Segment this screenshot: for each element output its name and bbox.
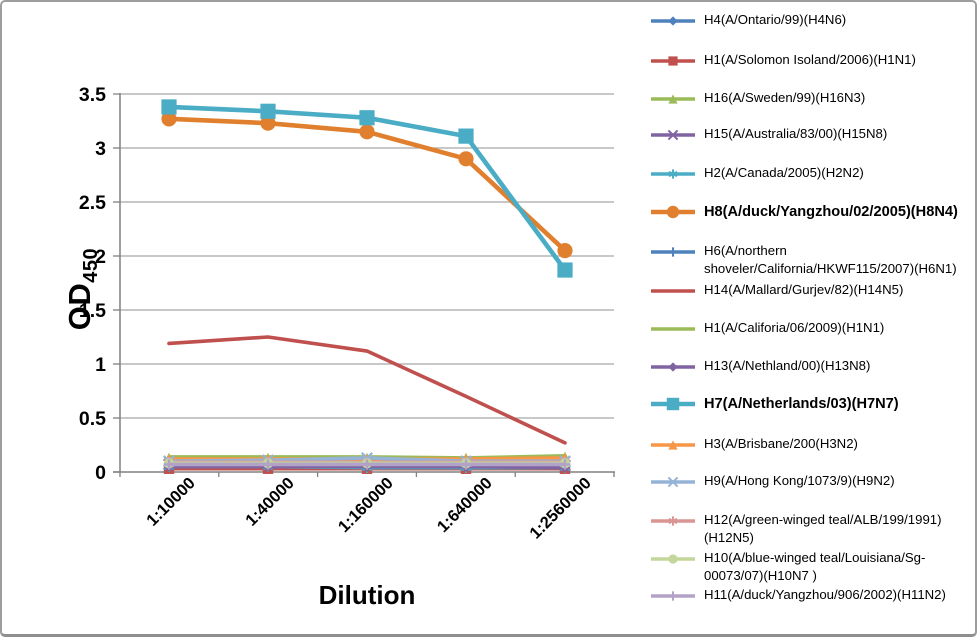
- legend-item-h3: H3(A/Brisbane/200(H3N2): [650, 435, 970, 453]
- legend-key-triangle-icon: [651, 94, 695, 104]
- x-tick-label: 1:2560000: [526, 474, 595, 543]
- legend-key-none-icon: [651, 289, 695, 293]
- legend-label: H12(A/green-winged teal/ALB/199/1991)(H1…: [704, 512, 942, 546]
- legend-item-h4: H4(A/Ontario/99)(H4N6): [650, 11, 970, 29]
- legend-label: H8(A/duck/Yangzhou/02/2005)(H8N4): [704, 204, 958, 220]
- legend-label: H11(A/duck/Yangzhou/906/2002)(H11N2): [704, 587, 946, 602]
- legend-item-h1: H1(A/Califoria/06/2009)(H1N1): [650, 319, 970, 337]
- x-axis-title: Dilution: [318, 580, 416, 610]
- legend-label: H9(A/Hong Kong/1073/9)(H9N2): [704, 473, 895, 488]
- series-H8: [161, 111, 573, 259]
- legend-label: H6(A/northern shoveler/California/HKWF11…: [704, 243, 957, 277]
- series-H14: [167, 335, 567, 445]
- x-tick-label: 1:40000: [242, 474, 298, 530]
- legend-key-square-icon: [651, 397, 695, 411]
- legend-key-circle-icon: [651, 205, 695, 219]
- legend-item-h9: H9(A/Hong Kong/1073/9)(H9N2): [650, 472, 970, 490]
- legend-label: H3(A/Brisbane/200(H3N2): [704, 436, 858, 451]
- legend-label: H7(A/Netherlands/03)(H7N7): [704, 396, 899, 412]
- legend-item-h10: H10(A/blue-winged teal/Louisiana/Sg-0007…: [650, 549, 970, 586]
- legend-label: H10(A/blue-winged teal/Louisiana/Sg-0007…: [704, 550, 926, 584]
- series-H11: [163, 459, 571, 470]
- legend-key-circle-icon: [651, 554, 695, 564]
- series-H7: [161, 99, 573, 278]
- chart-legend: H4(A/Ontario/99)(H4N6) H1(A/Solomon Isola…: [650, 2, 972, 634]
- y-tick-label: 2: [95, 246, 106, 268]
- legend-item-h16: H16(A/Sweden/99)(H16N3): [650, 89, 970, 107]
- y-axis-title: OD450: [62, 247, 103, 331]
- y-tick-label: 0: [95, 462, 106, 484]
- legend-label: H1(A/Solomon Isoland/2006)(H1N1): [704, 52, 916, 67]
- legend-item-h11: H11(A/duck/Yangzhou/906/2002)(H11N2): [650, 586, 970, 604]
- legend-item-h13: H13(A/Nethland/00)(H13N8): [650, 357, 970, 375]
- y-tick-label: 1.5: [79, 300, 106, 322]
- legend-key-diamond-icon: [651, 16, 695, 26]
- legend-key-plus-icon: [651, 247, 695, 257]
- legend-item-h7: H7(A/Netherlands/03)(H7N7): [650, 394, 970, 414]
- legend-key-x-icon: [651, 476, 695, 488]
- x-tick-label: 1:160000: [335, 474, 397, 536]
- legend-item-h14: H14(A/Mallard/Gurjev/82)(H14N5): [650, 281, 970, 299]
- y-tick-label: 1: [95, 354, 106, 376]
- legend-item-h1: H1(A/Solomon Isoland/2006)(H1N1): [650, 51, 970, 69]
- legend-item-h6: H6(A/northern shoveler/California/HKWF11…: [650, 242, 970, 279]
- legend-key-asterisk-icon: [651, 516, 695, 526]
- legend-label: H16(A/Sweden/99)(H16N3): [704, 90, 866, 105]
- x-tick-label: 1:640000: [434, 474, 496, 536]
- legend-item-h15: H15(A/Australia/83/00)(H15N8): [650, 125, 970, 143]
- legend-key-triangle-icon: [651, 440, 695, 450]
- legend-label: H2(A/Canada/2005)(H2N2): [704, 165, 864, 180]
- legend-label: H15(A/Australia/83/00)(H15N8): [704, 126, 888, 141]
- legend-key-square-icon: [651, 56, 695, 66]
- legend-key-diamond-icon: [651, 362, 695, 372]
- y-tick-label: 2.5: [79, 192, 106, 214]
- legend-key-plus-icon: [651, 591, 695, 601]
- legend-item-h12: H12(A/green-winged teal/ALB/199/1991)(H1…: [650, 511, 970, 548]
- legend-label: H14(A/Mallard/Gurjev/82)(H14N5): [704, 282, 904, 297]
- legend-item-h2: H2(A/Canada/2005)(H2N2): [650, 164, 970, 182]
- legend-label: H4(A/Ontario/99)(H4N6): [704, 12, 847, 27]
- x-tick-label: 1:10000: [143, 474, 199, 530]
- plot-area: 3.5 3 2.5 2 1.5 1 0.5 0 1:10000 1:40000 1:160000 1:…: [79, 84, 615, 543]
- legend-label: H13(A/Nethland/00)(H13N8): [704, 358, 871, 373]
- legend-item-h8: H8(A/duck/Yangzhou/02/2005)(H8N4): [650, 202, 970, 222]
- legend-key-asterisk-icon: [651, 169, 695, 179]
- y-tick-label: 3.5: [79, 84, 106, 106]
- y-tick-label: 3: [95, 138, 106, 160]
- legend-label: H1(A/Califoria/06/2009)(H1N1): [704, 320, 885, 335]
- legend-key-none-icon: [651, 327, 695, 331]
- legend-key-x-icon: [651, 129, 695, 141]
- y-tick-label: 0.5: [79, 408, 106, 430]
